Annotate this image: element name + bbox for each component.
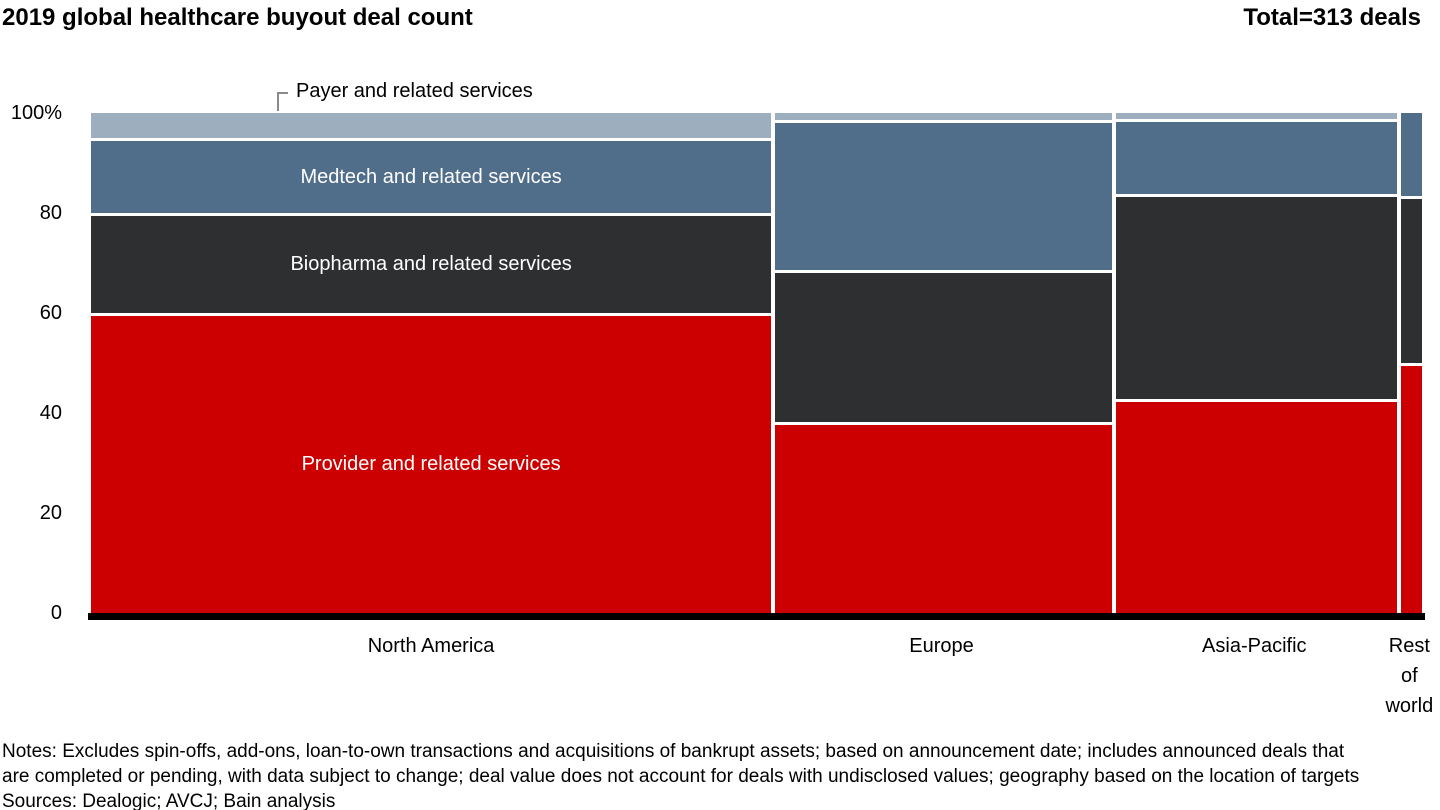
x-axis-labels: North America Europe Asia-Pacific Rest of w… <box>91 631 1434 731</box>
segment-asia-pacific-biopharma <box>1115 194 1397 399</box>
y-tick-0: 0 <box>50 602 62 624</box>
y-axis: 100% 80 60 40 20 0 <box>0 102 62 624</box>
x-label-text: North America <box>367 635 495 657</box>
x-axis-line <box>88 613 1425 620</box>
segment-label-medtech: Medtech and related services <box>300 165 562 188</box>
segment-europe-payer <box>775 113 1112 120</box>
segment-north-america-medtech: Medtech and related services <box>91 138 772 213</box>
y-tick-80: 80 <box>39 202 62 224</box>
notes-line-1: Notes: Excludes spin-offs, add-ons, loan… <box>2 741 1345 762</box>
segment-rest-of-world-biopharma <box>1400 196 1422 363</box>
total-deals-annotation: Total=313 deals <box>1243 4 1421 31</box>
x-label-text: Rest of world <box>1385 635 1434 717</box>
x-label-text: Asia-Pacific <box>1202 635 1307 657</box>
x-label-text: Europe <box>909 635 974 657</box>
segment-europe-medtech <box>775 120 1112 270</box>
payer-callout-leader-horizontal <box>277 92 288 94</box>
sources-line: Sources: Dealogic; AVCJ; Bain analysis <box>2 791 336 810</box>
segment-europe-biopharma <box>775 270 1112 422</box>
segment-north-america-biopharma: Biopharma and related services <box>91 213 772 313</box>
column-rest-of-world <box>1396 113 1422 613</box>
payer-callout-leader-vertical <box>277 92 279 111</box>
column-asia-pacific <box>1111 113 1397 613</box>
segment-europe-provider <box>775 422 1112 613</box>
payer-callout-label: Payer and related services <box>296 80 533 102</box>
notes-line-2: are completed or pending, with data subj… <box>2 766 1360 787</box>
segment-asia-pacific-provider <box>1115 399 1397 613</box>
x-label-asia-pacific: Asia-Pacific <box>1112 631 1397 661</box>
y-tick-100: 100% <box>10 102 62 124</box>
column-north-america: Medtech and related services Biopharma an… <box>91 113 772 613</box>
page-title: 2019 global healthcare buyout deal count <box>2 4 473 31</box>
x-label-rest-of-world: Rest of world <box>1385 631 1433 721</box>
y-tick-60: 60 <box>39 302 62 324</box>
segment-rest-of-world-medtech <box>1400 113 1422 196</box>
segment-asia-pacific-medtech <box>1115 119 1397 194</box>
segment-rest-of-world-provider <box>1400 363 1422 613</box>
y-tick-20: 20 <box>39 502 62 524</box>
x-label-north-america: North America <box>91 631 771 661</box>
y-tick-40: 40 <box>39 402 62 424</box>
footnotes: Notes: Excludes spin-offs, add-ons, loan… <box>2 739 1359 810</box>
segment-north-america-payer <box>91 113 772 138</box>
plot-area: Medtech and related services Biopharma an… <box>91 113 1422 613</box>
x-label-europe: Europe <box>771 631 1112 661</box>
segment-label-provider: Provider and related services <box>301 453 561 475</box>
column-europe <box>771 113 1112 613</box>
segment-asia-pacific-payer <box>1115 113 1397 119</box>
segment-north-america-provider: Provider and related services <box>91 313 772 613</box>
segment-label-biopharma: Biopharma and related services <box>290 253 572 275</box>
